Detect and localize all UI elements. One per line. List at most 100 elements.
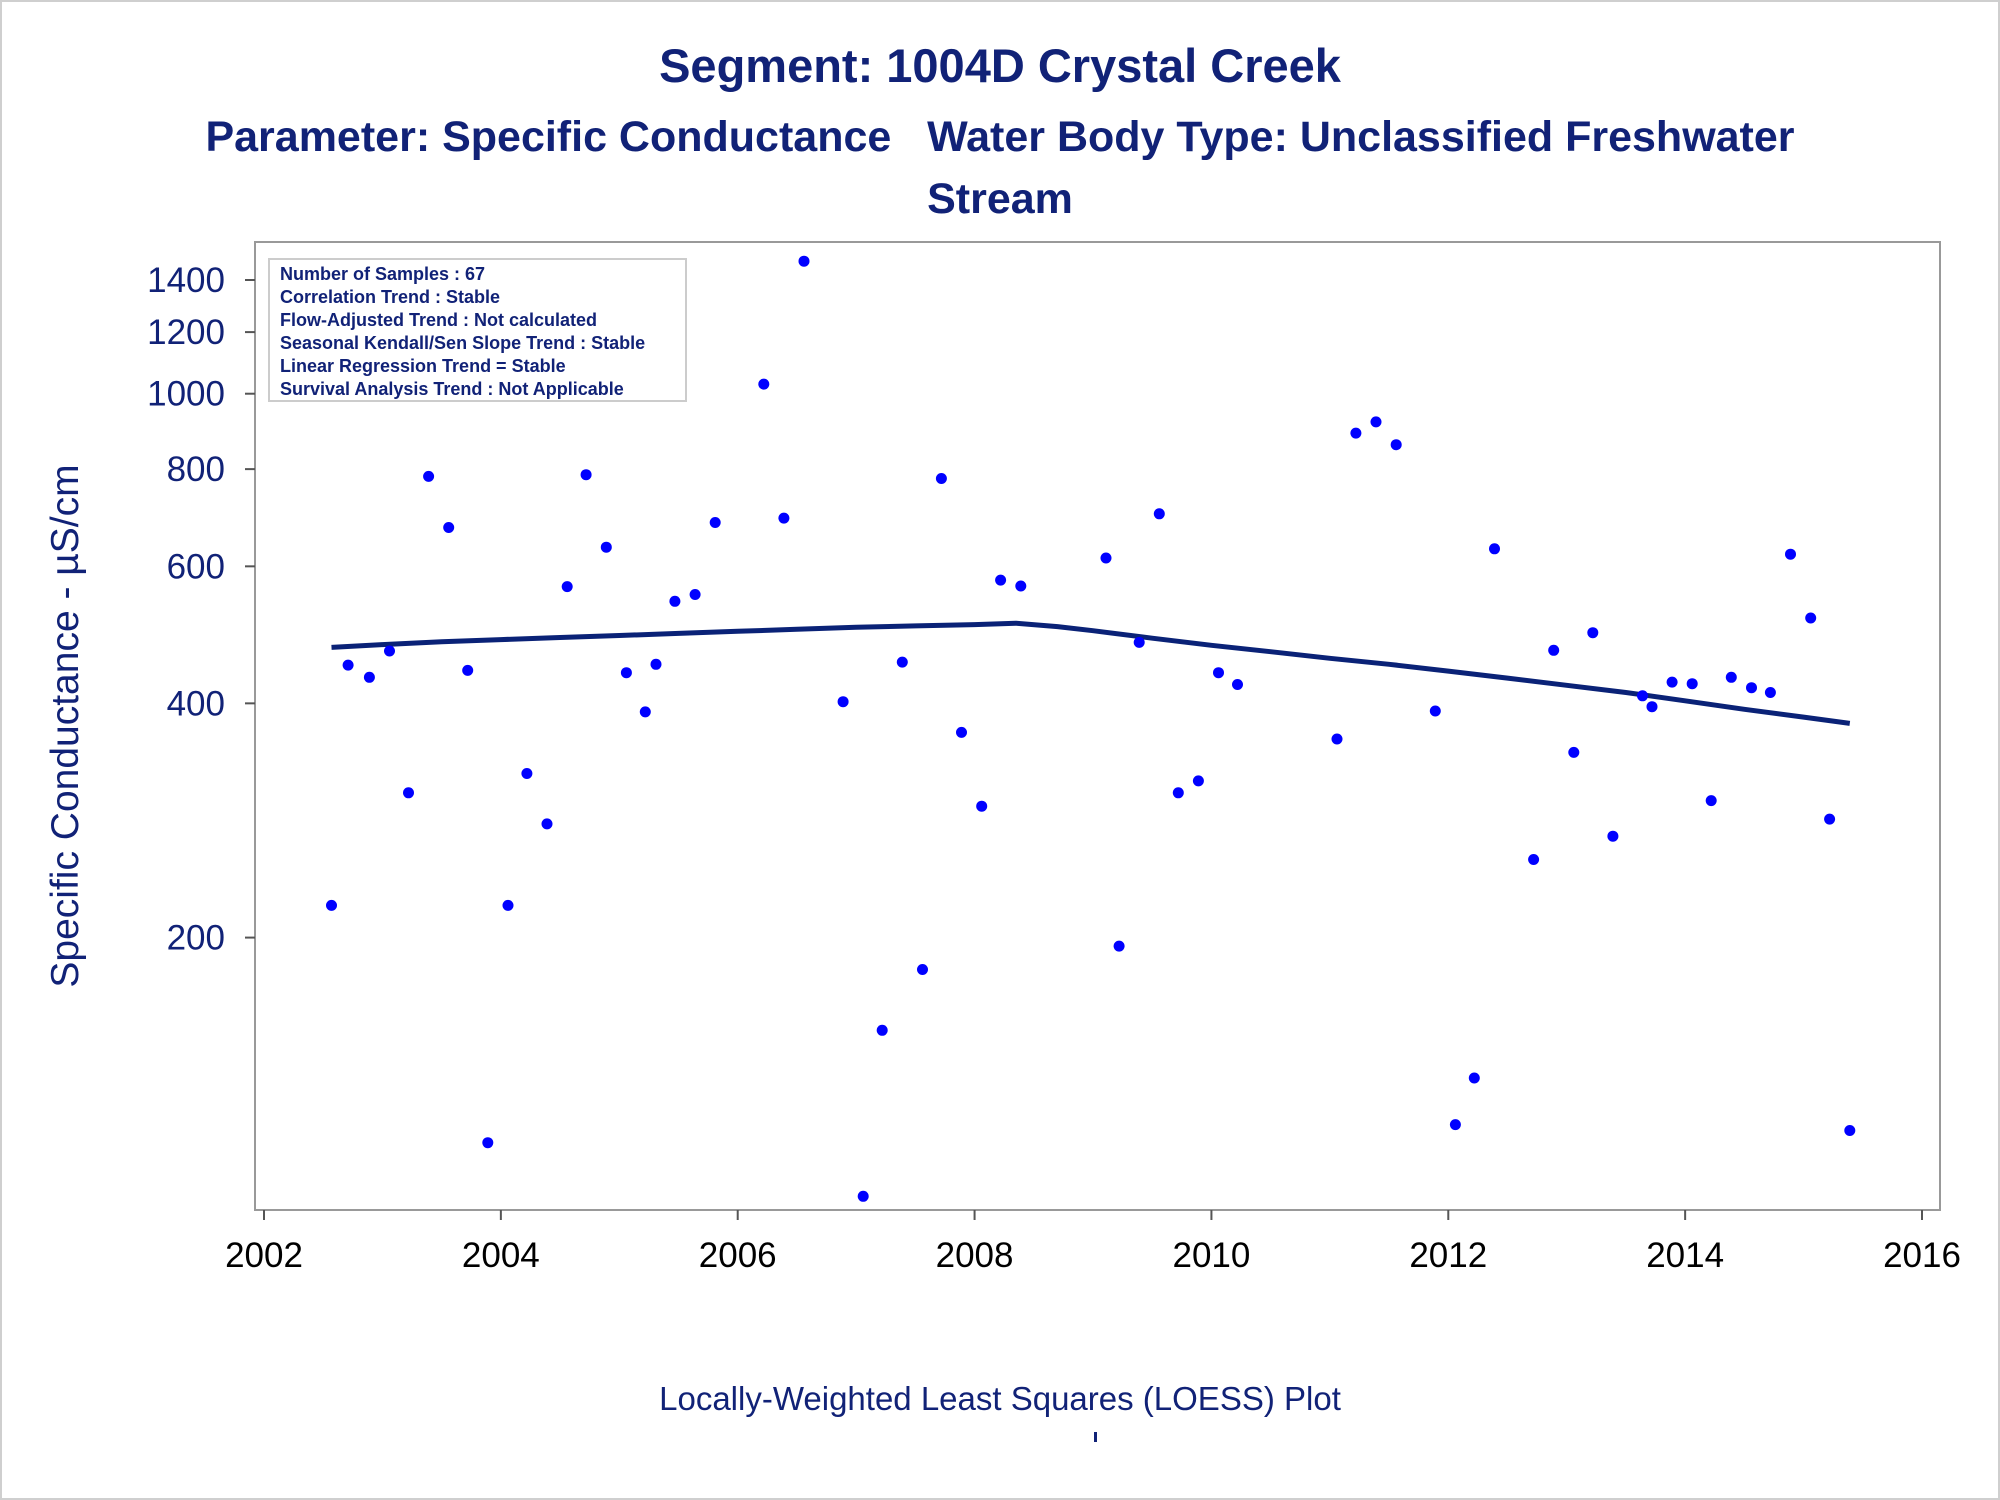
data-point — [342, 659, 354, 671]
data-point — [561, 581, 573, 593]
data-point — [650, 658, 662, 670]
data-point — [1449, 1119, 1461, 1131]
data-point — [1805, 612, 1817, 624]
chart-title: Segment: 1004D Crystal Creek — [659, 39, 1341, 92]
y-tick-label: 200 — [167, 919, 225, 958]
y-tick-label: 1200 — [147, 313, 225, 352]
data-point — [758, 378, 770, 390]
data-point — [689, 589, 701, 600]
footnote-tick-mark — [1094, 1432, 1097, 1442]
data-point — [896, 656, 908, 668]
footnote: Locally-Weighted Least Squares (LOESS) P… — [659, 1380, 1341, 1417]
data-point — [1666, 676, 1678, 688]
x-tick-label: 2014 — [1646, 1236, 1724, 1275]
data-point — [995, 574, 1007, 586]
y-tick-label: 600 — [167, 547, 225, 586]
data-point — [580, 469, 592, 481]
y-tick-label: 800 — [167, 450, 225, 489]
stats-box-line: Linear Regression Trend = Stable — [280, 356, 566, 376]
data-point — [620, 667, 632, 679]
data-point — [384, 645, 395, 657]
data-point — [1785, 548, 1796, 560]
x-tick-label: 2008 — [936, 1236, 1014, 1275]
data-point — [482, 1137, 494, 1149]
x-tick-label: 2002 — [225, 1236, 303, 1275]
data-point — [1725, 671, 1737, 683]
x-tick-label: 2012 — [1409, 1236, 1487, 1275]
data-point — [1548, 644, 1560, 656]
stats-box-line: Number of Samples : 67 — [280, 264, 485, 284]
x-tick-label: 2010 — [1172, 1236, 1250, 1275]
data-point — [639, 706, 651, 718]
data-point — [1528, 854, 1540, 865]
data-point — [1705, 795, 1717, 807]
data-point — [1213, 667, 1224, 679]
data-point — [976, 800, 988, 812]
data-point — [1113, 940, 1125, 952]
data-point — [1153, 508, 1165, 520]
data-point — [778, 512, 790, 524]
data-point — [1637, 690, 1648, 702]
data-point — [1370, 416, 1382, 428]
data-point — [709, 517, 721, 528]
data-point — [1607, 830, 1619, 842]
data-point — [1331, 733, 1343, 745]
data-point — [669, 595, 681, 607]
data-point — [462, 664, 474, 676]
data-point — [403, 787, 414, 799]
data-point — [1232, 679, 1243, 690]
data-point — [857, 1190, 869, 1202]
data-point — [1015, 580, 1027, 592]
data-point — [1429, 705, 1441, 717]
data-point — [1192, 775, 1204, 787]
stats-box-line: Flow-Adjusted Trend : Not calculated — [280, 310, 597, 330]
data-point — [443, 522, 455, 533]
y-tick-label: 400 — [167, 684, 225, 723]
stats-box-frame — [268, 258, 687, 402]
loess-line — [331, 620, 1851, 726]
loess-curve-layer — [331, 620, 1851, 726]
data-point — [1746, 682, 1757, 694]
data-point — [1764, 687, 1776, 698]
data-point — [600, 541, 612, 553]
y-tick-label: 1000 — [147, 375, 225, 414]
x-tick-label: 2016 — [1883, 1236, 1961, 1275]
data-point — [956, 726, 967, 738]
data-point — [876, 1024, 888, 1036]
x-tick-label: 2004 — [462, 1236, 540, 1275]
data-point — [1100, 552, 1112, 564]
data-point — [521, 768, 533, 779]
data-point — [1686, 678, 1698, 690]
y-axis-label: Specific Conductance - µS/cm — [44, 464, 87, 987]
data-point — [541, 818, 553, 830]
data-point — [502, 899, 514, 911]
data-point — [1824, 813, 1836, 825]
y-tick-label: 1400 — [147, 261, 225, 300]
data-point — [1390, 439, 1402, 451]
data-point — [1133, 636, 1145, 648]
stats-box: Number of Samples : 67 Correlation Trend … — [268, 258, 687, 402]
data-point — [1489, 543, 1500, 555]
data-point — [1172, 787, 1184, 799]
data-point — [1568, 746, 1580, 758]
data-points-layer — [326, 255, 1856, 1202]
x-axis: 2002 2004 2006 2008 2010 2012 2014 2016 — [225, 1210, 1961, 1275]
data-point — [798, 255, 810, 267]
data-point — [326, 899, 337, 911]
data-point — [1844, 1125, 1856, 1136]
plot-area — [254, 241, 1941, 1211]
y-axis: 200 400 600 800 1000 1200 1400 — [147, 261, 255, 958]
data-point — [1468, 1072, 1480, 1084]
data-point — [1646, 701, 1658, 713]
data-point — [423, 470, 435, 482]
data-point — [1350, 427, 1362, 439]
data-point — [1587, 627, 1599, 639]
stats-box-line: Seasonal Kendall/Sen Slope Trend : Stabl… — [280, 333, 645, 353]
data-point — [917, 964, 928, 975]
data-point — [363, 671, 375, 683]
data-point — [837, 696, 849, 708]
data-point — [935, 473, 947, 484]
chart-subtitle: Parameter: Specific Conductance Water Bo… — [205, 113, 1795, 223]
